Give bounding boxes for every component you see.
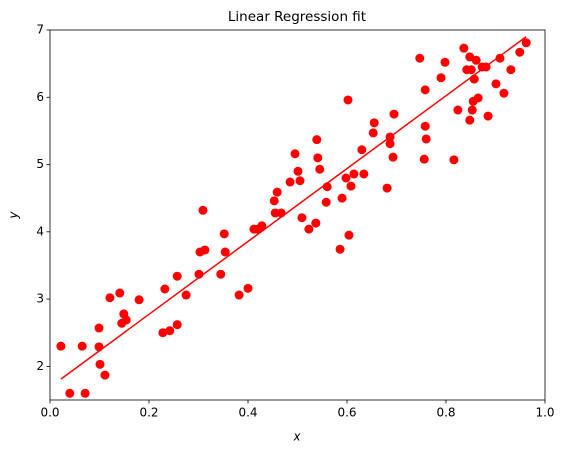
point xyxy=(459,43,469,53)
point xyxy=(311,218,321,228)
point xyxy=(315,164,325,174)
point xyxy=(290,149,300,159)
point xyxy=(80,388,90,398)
point xyxy=(466,65,476,75)
point xyxy=(77,341,87,351)
point xyxy=(312,135,322,145)
y-tick-label: 7 xyxy=(36,23,44,37)
point xyxy=(243,283,253,293)
point xyxy=(436,73,446,83)
y-tick-label: 3 xyxy=(36,292,44,306)
point xyxy=(341,173,351,183)
x-tick-label: 1.0 xyxy=(535,406,554,420)
point xyxy=(449,155,459,165)
point xyxy=(115,288,125,298)
point xyxy=(200,245,210,255)
point xyxy=(440,57,450,67)
chart-title: Linear Regression fit xyxy=(228,9,366,25)
point xyxy=(506,65,516,75)
point xyxy=(337,193,347,203)
point xyxy=(491,79,501,89)
point xyxy=(349,169,359,179)
point xyxy=(216,269,226,279)
point xyxy=(105,293,115,303)
y-tick-label: 4 xyxy=(36,224,44,238)
point xyxy=(295,176,305,186)
point xyxy=(453,105,463,115)
point xyxy=(344,230,354,240)
y-axis-label: y xyxy=(7,211,21,220)
point xyxy=(95,359,105,369)
point xyxy=(357,145,367,155)
point xyxy=(160,284,170,294)
point xyxy=(421,134,431,144)
point xyxy=(420,121,430,131)
x-tick-label: 0.0 xyxy=(40,406,59,420)
x-tick-label: 0.2 xyxy=(139,406,158,420)
point xyxy=(467,105,477,115)
point xyxy=(521,38,531,48)
point xyxy=(483,111,493,121)
point xyxy=(469,74,479,84)
point xyxy=(471,55,481,65)
point xyxy=(198,205,208,215)
point xyxy=(369,118,379,128)
point xyxy=(359,169,369,179)
point xyxy=(465,115,475,125)
point xyxy=(499,88,509,98)
point xyxy=(313,153,323,163)
point xyxy=(382,183,392,193)
point xyxy=(65,388,75,398)
point xyxy=(473,93,483,103)
point xyxy=(415,53,425,63)
point xyxy=(419,154,429,164)
point xyxy=(389,109,399,119)
point xyxy=(94,323,104,333)
x-tick-label: 0.4 xyxy=(238,406,257,420)
x-tick-label: 0.8 xyxy=(436,406,455,420)
point xyxy=(335,244,345,254)
point xyxy=(181,290,191,300)
point xyxy=(321,197,331,207)
point xyxy=(220,247,230,257)
point xyxy=(388,152,398,162)
x-tick-label: 0.6 xyxy=(337,406,356,420)
point xyxy=(165,326,175,336)
point xyxy=(495,53,505,63)
point xyxy=(304,224,314,234)
point xyxy=(368,128,378,138)
y-tick-label: 2 xyxy=(36,359,44,373)
point xyxy=(257,221,267,231)
point xyxy=(219,229,229,239)
point xyxy=(94,342,104,352)
point xyxy=(172,271,182,281)
point xyxy=(285,177,295,187)
point xyxy=(343,95,353,105)
point xyxy=(269,196,279,206)
point xyxy=(100,370,110,380)
plot-frame xyxy=(49,29,546,401)
point xyxy=(293,166,303,176)
point xyxy=(172,320,182,330)
point xyxy=(234,290,244,300)
point xyxy=(346,181,356,191)
point xyxy=(121,315,131,325)
point xyxy=(515,47,525,57)
point xyxy=(56,341,66,351)
point xyxy=(158,328,168,338)
point xyxy=(385,139,395,149)
fit-line xyxy=(60,36,527,380)
y-tick-label: 6 xyxy=(36,90,44,104)
point xyxy=(297,213,307,223)
point xyxy=(272,187,282,197)
point xyxy=(134,295,144,305)
y-tick-label: 5 xyxy=(36,157,44,171)
x-axis-label: x xyxy=(292,430,301,444)
point xyxy=(420,85,430,95)
